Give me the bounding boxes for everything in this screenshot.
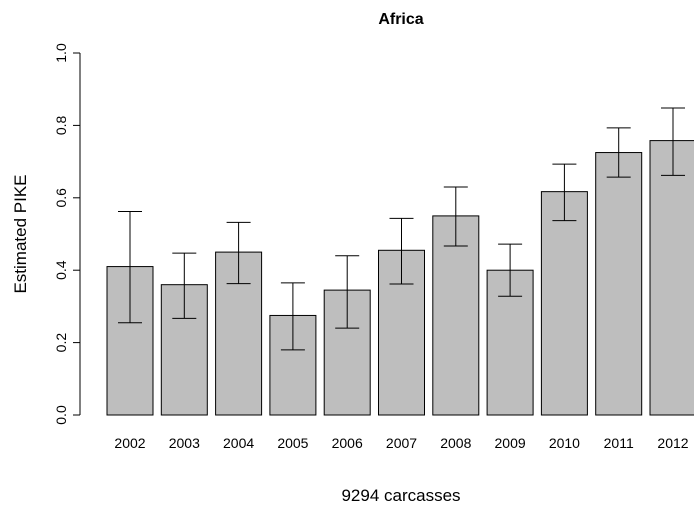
x-tick-labels: 2002 2003 2004 2005 2006 2007 2008 2009 2010 2011… <box>114 435 688 451</box>
y-axis-label: Estimated PIKE <box>11 174 30 293</box>
x-tick-label-2010: 2010 <box>549 435 580 451</box>
x-tick-label-2012: 2012 <box>657 435 688 451</box>
bars-group <box>106 140 694 416</box>
error-bar-2010 <box>552 163 577 222</box>
y-tick-label: 0.2 <box>53 333 69 353</box>
y-axis: 0.0 0.2 0.4 0.6 0.8 1.0 <box>53 43 81 425</box>
x-tick-label-2011: 2011 <box>604 435 634 451</box>
error-bar-2011 <box>606 127 631 178</box>
x-tick-label-2004: 2004 <box>223 435 254 451</box>
bar-2010 <box>540 191 588 416</box>
error-bar-2007 <box>389 217 414 285</box>
error-bar-2002 <box>118 211 142 324</box>
bar-2008 <box>432 215 480 416</box>
y-tick-label: 0.0 <box>53 405 69 425</box>
bar-2009 <box>486 269 534 416</box>
error-bar-2003 <box>172 252 197 319</box>
bar-2012 <box>649 140 694 416</box>
x-tick-label-2003: 2003 <box>169 435 200 451</box>
error-bar-2008 <box>443 186 468 247</box>
error-bars-group <box>118 107 685 351</box>
x-tick-label-2007: 2007 <box>386 435 417 451</box>
bar-2011 <box>595 152 643 416</box>
y-tick-label: 0.4 <box>53 260 69 280</box>
error-bar-2012 <box>661 107 685 176</box>
error-bar-2004 <box>226 221 251 285</box>
x-tick-label-2006: 2006 <box>332 435 363 451</box>
x-tick-label-2002: 2002 <box>114 435 145 451</box>
x-tick-label-2009: 2009 <box>495 435 526 451</box>
error-bar-2006 <box>335 255 360 329</box>
error-bar-2009 <box>498 243 523 297</box>
y-tick-label: 1.0 <box>53 43 69 63</box>
error-bar-2005 <box>280 282 305 351</box>
chart-title: Africa <box>378 11 423 28</box>
y-tick-label: 0.8 <box>53 115 69 135</box>
x-tick-label-2005: 2005 <box>277 435 308 451</box>
y-tick-label: 0.6 <box>53 188 69 208</box>
x-tick-label-2008: 2008 <box>440 435 471 451</box>
x-axis-label: 9294 carcasses <box>341 486 460 505</box>
